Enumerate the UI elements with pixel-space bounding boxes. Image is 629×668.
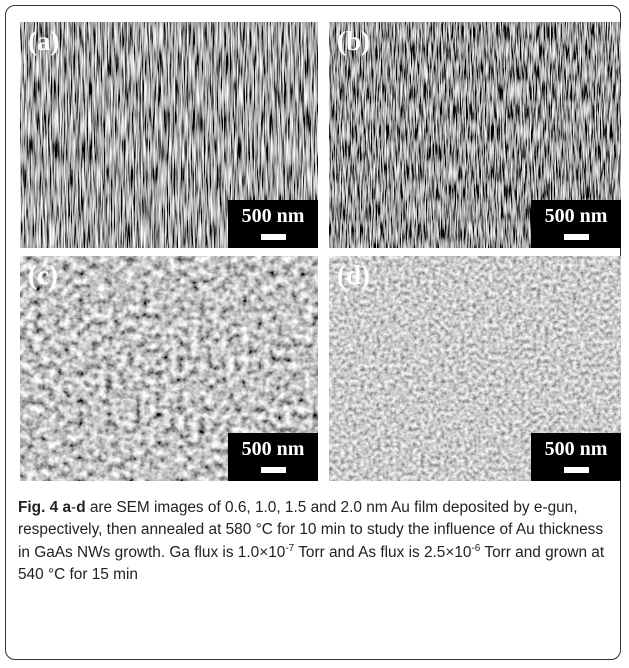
panel-label: (a)	[28, 26, 59, 57]
scale-bar: 500 nm	[228, 200, 318, 248]
sem-image: (c) 500 nm	[20, 256, 318, 481]
superscript: -7	[285, 542, 294, 553]
page: (a) 500 nm (b) 500 nm (c) 500 nm (d) 500…	[0, 0, 629, 668]
scale-bar: 500 nm	[531, 433, 621, 481]
panel-label: (d)	[337, 260, 370, 291]
panel-label: (c)	[28, 260, 58, 291]
scale-bar-label: 500 nm	[531, 438, 621, 461]
figure-caption: Fig. 4 a-d are SEM images of 0.6, 1.0, 1…	[18, 497, 616, 586]
panel-ref: a	[62, 499, 71, 516]
sem-image: (d) 500 nm	[329, 256, 621, 481]
caption-text: Torr and As flux is 2.5×10	[294, 544, 471, 561]
sem-image: (a) 500 nm	[20, 22, 318, 248]
scale-bar: 500 nm	[228, 433, 318, 481]
panel-label: (b)	[337, 26, 370, 57]
scale-bar-label: 500 nm	[228, 205, 318, 228]
scale-bar: 500 nm	[531, 200, 621, 248]
panel-ref: d	[76, 499, 85, 516]
figure-label: Fig. 4	[18, 499, 58, 516]
scale-bar-label: 500 nm	[228, 438, 318, 461]
sem-image: (b) 500 nm	[329, 22, 621, 248]
scale-bar-label: 500 nm	[531, 205, 621, 228]
